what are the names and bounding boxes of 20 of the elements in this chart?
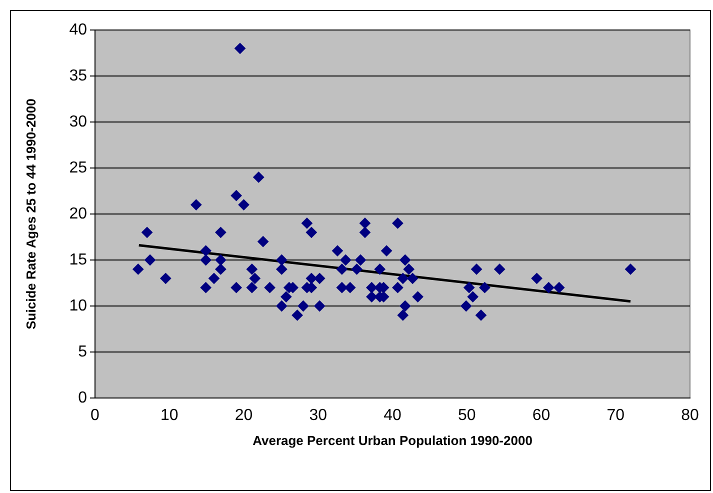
- y-tick-label: 35: [69, 67, 88, 84]
- x-tick-label: 20: [234, 407, 253, 424]
- x-tick-label: 0: [90, 407, 100, 424]
- y-tick-label: 5: [78, 343, 88, 360]
- x-tick-label: 50: [458, 407, 476, 424]
- y-tick-label: 30: [69, 113, 88, 130]
- y-tick-label: 0: [78, 389, 88, 406]
- x-tick-label: 80: [681, 407, 699, 424]
- x-tick-label: 30: [309, 407, 328, 424]
- x-axis-title: Average Percent Urban Population 1990-2000: [252, 432, 532, 448]
- y-tick-label: 15: [69, 251, 88, 268]
- y-tick-label: 25: [69, 159, 88, 176]
- y-tick-label: 10: [69, 297, 88, 314]
- y-tick-label: 40: [69, 21, 88, 38]
- x-tick-label: 10: [160, 407, 178, 424]
- y-tick-label: 20: [69, 205, 88, 222]
- y-axis-title: Suicide Rate Ages 25 to 44 1990-2000: [23, 98, 38, 330]
- x-tick-label: 70: [606, 407, 625, 424]
- x-tick-label: 60: [532, 407, 550, 424]
- x-tick-label: 40: [384, 407, 402, 424]
